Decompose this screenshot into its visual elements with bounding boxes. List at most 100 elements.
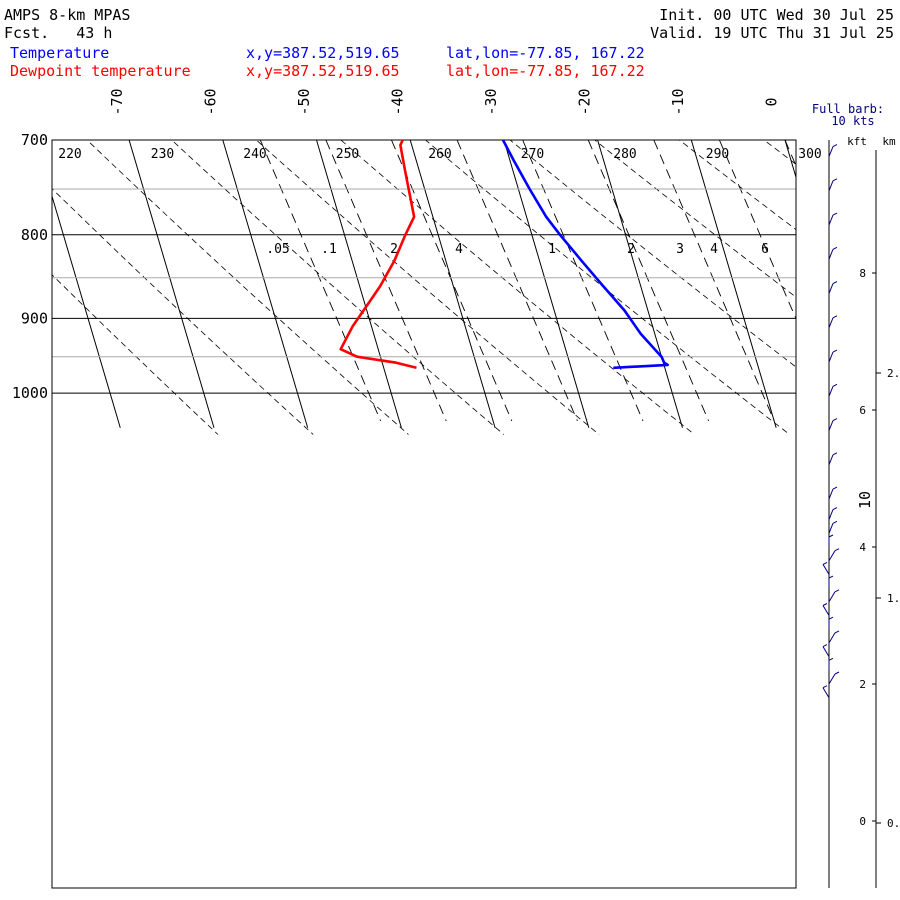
wind-barb-flag [832,178,838,182]
pressure-label: 800 [21,226,48,244]
theta-label: 290 [706,147,729,162]
mixing-ratio-line [522,140,644,422]
km-tick-label: 2. [887,367,900,380]
mixing-ratio-label: 4 [455,242,463,257]
temperature-tick-label: -40 [389,88,407,115]
dry-adiabat [52,188,314,435]
wind-legend-title: Full barb: [812,102,884,116]
wind-barb-flag [822,685,828,689]
model-title: AMPS 8-km MPAS [4,6,131,24]
wind-barb [822,646,830,657]
wind-barb [828,249,834,260]
mixing-ratio-label: 1 [548,242,556,257]
wind-barb [828,214,834,226]
kft-tick-label: 0 [859,815,866,828]
wind-barb-flag [832,212,838,216]
plot-frame [51,139,797,889]
mixing-ratio-label: 6 [761,242,769,257]
mixing-ratio-label: 2 [627,242,635,257]
isotherm-line [597,140,683,428]
wind-barb-flag [832,486,838,490]
mixing-ratio-line [653,140,775,422]
wind-barb [828,523,834,534]
wind-barb-flag [834,589,840,593]
wind-barb [822,687,830,698]
mixing-ratio-line [456,140,578,422]
forecast-hour: Fcst. 43 h [4,24,113,42]
km-tick-label: 1. [887,592,900,605]
isotherm-line [503,140,590,428]
wind-barb-flag [834,630,840,634]
temperature-tick-label: -10 [669,88,687,115]
mixing-ratio-line [587,140,710,422]
wind-barb-flag [832,315,838,319]
dry-adiabat [86,140,409,435]
legend-temperature-latlon: lat,lon=-77.85, 167.22 [446,44,645,62]
pressure-label: 700 [21,131,48,149]
wind-barb [822,605,830,616]
wind-legend-subtitle: 10 kts [831,114,874,128]
wind-barb-flag [828,575,834,579]
pressure-label: 900 [21,309,48,327]
wind-barb-flag [832,246,838,250]
dry-adiabat [594,140,796,298]
valid-time: Valid. 19 UTC Thu 31 Jul 25 [650,24,894,42]
wind-barb-flag [822,603,828,606]
wind-barb [828,146,834,157]
isotherm-line [409,140,496,428]
legend-dewpoint-xy: x,y=387.52,519.65 [246,62,400,80]
dry-adiabat [52,274,219,435]
wind-barb [828,180,834,191]
dry-adiabat [171,140,505,435]
isotherm-line [316,140,402,428]
series-line [339,140,417,370]
wind-barb-flag [832,452,838,456]
legend-dewpoint-label: Dewpoint temperature [10,62,191,80]
mixing-ratio-label: .05 [266,242,289,257]
wind-barb [828,591,836,603]
legend-temperature-xy: x,y=387.52,519.65 [246,44,400,62]
temperature-tick-label: -50 [295,88,313,115]
wind-barb-flag [828,616,834,620]
wind-barb [828,283,834,294]
theta-label: 250 [336,147,359,162]
temperature-tick-label: -20 [576,88,594,115]
wind-barb-flag [822,644,828,648]
isotherm-line [52,194,121,428]
isotherm-line [128,140,215,428]
wind-barb [828,351,834,363]
kft-tick-label: 2 [859,678,866,691]
wind-barb-flag [832,520,838,524]
wind-barb [828,386,834,397]
wind-barb-flag [822,561,828,565]
wind-barb-flag [834,671,840,675]
wind-barb-flag [828,657,834,661]
theta-label: 230 [151,147,174,162]
km-label: km [882,135,896,148]
theta-label: 260 [428,147,451,162]
temperature-tick-label: 0 [763,97,781,106]
theta-label: 270 [521,147,544,162]
wind-barb [828,673,836,685]
mixing-ratio-line [718,140,796,320]
mixing-ratio-line [259,140,382,422]
wind-barb [828,509,834,520]
dry-adiabat [340,140,695,435]
kft-tick-label: 6 [859,404,866,417]
wind-barb-flag [832,418,838,421]
legend-temperature-label: Temperature [10,44,110,62]
km-tick-label: 0. [887,817,900,830]
legend-dewpoint-latlon: lat,lon=-77.85, 167.22 [446,62,645,80]
wind-barb [822,564,830,575]
wind-barb [828,550,836,561]
dry-adiabat [763,140,796,165]
wind-barb-flag [828,534,834,538]
theta-label: 300 [798,147,821,162]
pressure-label: 1000 [12,384,48,402]
wind-barb-flag [832,144,838,147]
mixing-ratio-label: 4 [710,242,718,257]
wind-barb [828,454,834,465]
temperature-tick-label: 10 [856,491,874,509]
init-time: Init. 00 UTC Wed 30 Jul 25 [659,6,894,24]
